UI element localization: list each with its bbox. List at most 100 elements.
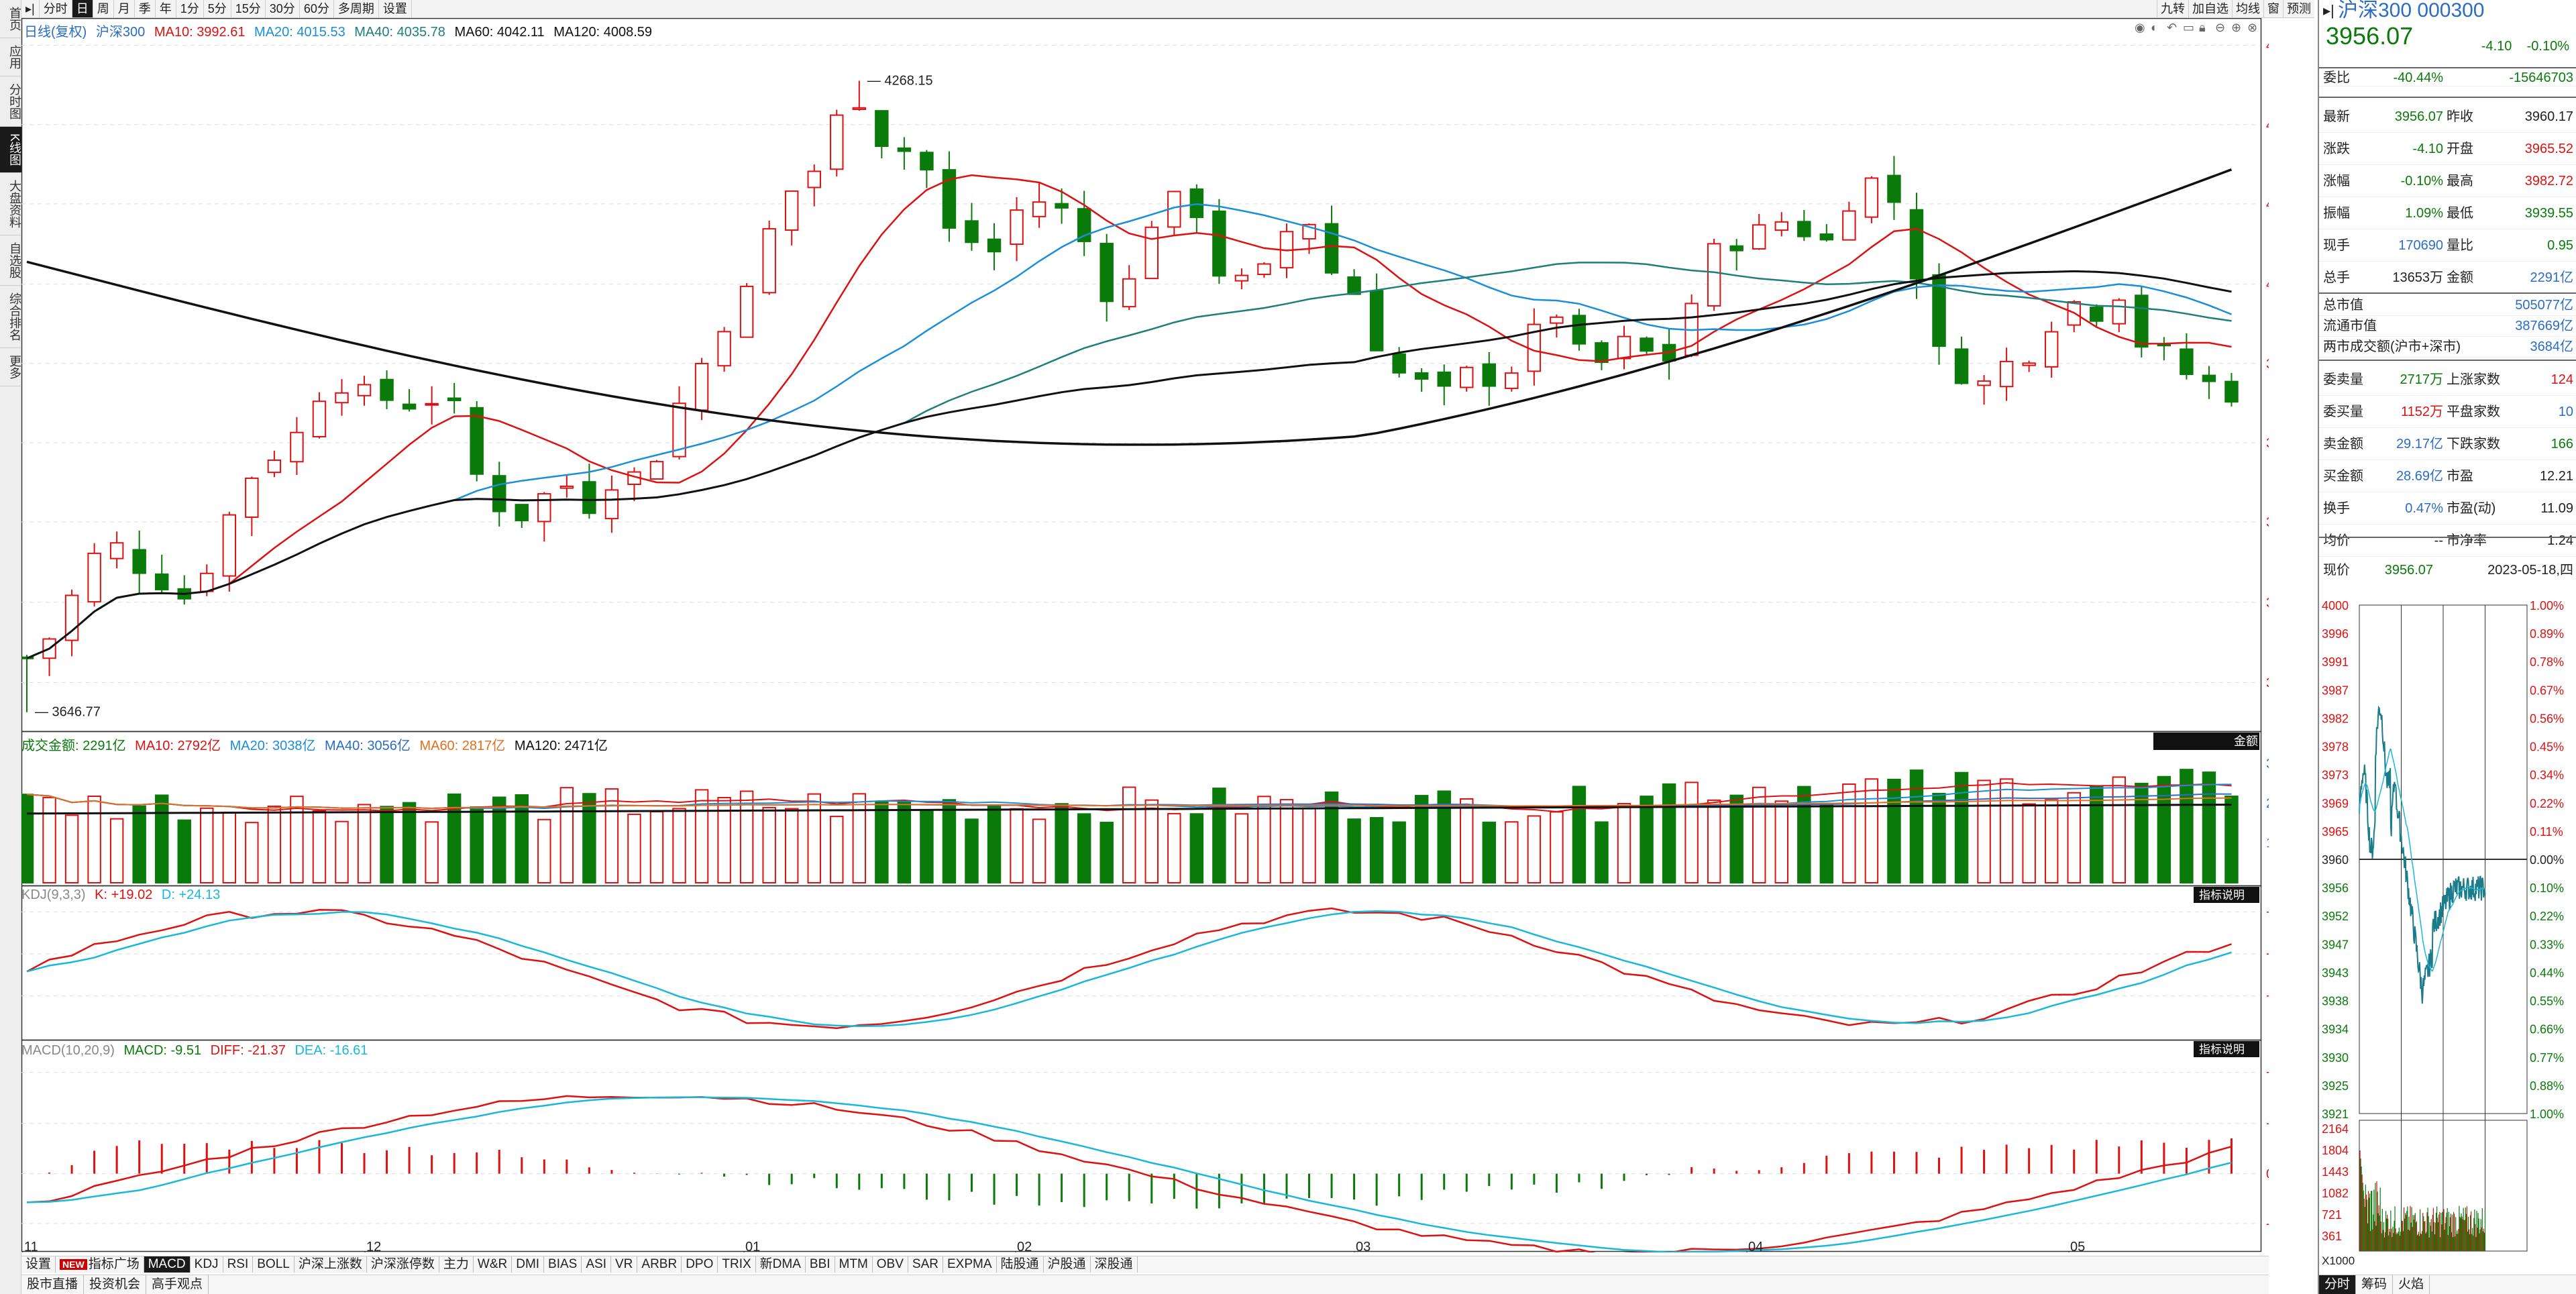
mini-tab-2[interactable]: 火焰 xyxy=(2393,1275,2430,1294)
left-tab-1[interactable]: 应用 xyxy=(0,38,21,76)
bottom-tab-0[interactable]: 股市直播 xyxy=(21,1275,85,1294)
toolbar-right-button-0[interactable]: 九转 xyxy=(2157,0,2188,17)
volume-bar xyxy=(1437,790,1451,884)
mini-price-tick: 3969 xyxy=(2322,797,2349,810)
chart-tool-icon[interactable]: ◉ xyxy=(2135,21,2145,34)
indicator-tab-21[interactable]: SAR xyxy=(908,1256,943,1273)
left-tab-6[interactable]: 综合排名 xyxy=(0,286,21,349)
quote-row: 换手 0.47% 市盈(动) 11.09 xyxy=(2319,492,2576,525)
indicator-tab-7[interactable]: 沪深涨停数 xyxy=(367,1256,439,1273)
chart-tool-icon[interactable]: ⊗ xyxy=(2247,21,2257,34)
candle-body xyxy=(942,169,957,229)
vol-ma60-line xyxy=(26,794,2232,810)
period-button-5[interactable]: 年 xyxy=(156,0,176,17)
indicator-tab-22[interactable]: EXPMA xyxy=(943,1256,997,1273)
row-value-2: 11.09 xyxy=(2540,501,2573,516)
kdj-badge[interactable] xyxy=(2194,887,2259,903)
volume-bar xyxy=(515,794,529,884)
left-tab-5[interactable]: 自选股 xyxy=(0,235,21,286)
period-button-9[interactable]: 30分 xyxy=(266,0,300,17)
kline-chart[interactable]: 4303 4225 4147 4068 3990 3912 3834 3755 3676 — 42… xyxy=(19,17,2308,1256)
indicator-tab-19[interactable]: MTM xyxy=(835,1256,873,1273)
intraday-chart[interactable]: 4000 1.00% 3996 0.89% 3991 0.78% 3987 0.67% 3982… xyxy=(2319,597,2576,1268)
period-button-1[interactable]: 日 xyxy=(72,0,93,17)
indicator-tab-24[interactable]: 沪股通 xyxy=(1044,1256,1091,1273)
quote-row: 现手 170690 量比 0.95 xyxy=(2319,229,2576,262)
toolbar-right-button-3[interactable]: 窗 xyxy=(2263,0,2283,17)
volume-bar xyxy=(2044,799,2059,883)
indicator-tab-3[interactable]: KDJ xyxy=(191,1256,223,1273)
indicator-tab-15[interactable]: DPO xyxy=(682,1256,718,1273)
indicator-tab-6[interactable]: 沪深上涨数 xyxy=(294,1256,367,1273)
macd-val: MACD: -9.51 xyxy=(123,1043,202,1058)
price-change: -4.10 -0.10% xyxy=(2481,39,2569,54)
row-label-2: 量比 xyxy=(2447,238,2473,253)
panel-toggle-icon[interactable]: ▸| xyxy=(2323,2,2334,19)
indicator-tab-16[interactable]: TRIX xyxy=(718,1256,756,1273)
indicator-tab-4[interactable]: RSI xyxy=(223,1256,254,1273)
mini-tab-1[interactable]: 筹码 xyxy=(2356,1275,2394,1294)
indicator-tab-0[interactable]: 设置 xyxy=(21,1256,56,1273)
left-tab-3[interactable]: K线图 xyxy=(0,127,21,174)
period-button-3[interactable]: 月 xyxy=(114,0,135,17)
chart-tool-icon[interactable]: ↶ xyxy=(2167,21,2177,34)
indicator-tab-1[interactable]: NEW 指标广场 xyxy=(56,1256,144,1273)
toolbar-right-button-2[interactable]: 均线 xyxy=(2232,0,2263,17)
indicator-tab-25[interactable]: 深股通 xyxy=(1091,1256,1138,1273)
chart-tool-icon[interactable]: ▭ xyxy=(2183,21,2194,34)
volume-bar xyxy=(694,789,709,883)
indicator-tab-14[interactable]: ARBR xyxy=(637,1256,682,1273)
candle-body xyxy=(1010,209,1024,246)
row-label-2: 金额 xyxy=(2447,270,2473,285)
indicator-tab-5[interactable]: BOLL xyxy=(253,1256,294,1273)
bottom-tab-2[interactable]: 高手观点 xyxy=(146,1275,209,1294)
bottom-tab-1[interactable]: 投资机会 xyxy=(84,1275,147,1294)
volume-badge[interactable] xyxy=(2153,733,2259,750)
period-button-4[interactable]: 季 xyxy=(135,0,156,17)
left-tab-7[interactable]: 更多 xyxy=(0,348,21,387)
indicator-tab-2[interactable]: MACD xyxy=(144,1256,191,1273)
indicator-tab-9[interactable]: W&R xyxy=(474,1256,513,1273)
left-arrow-icon[interactable]: ▸| xyxy=(21,0,40,17)
chart-tool-icon[interactable]: 🔒︎ xyxy=(2199,21,2206,34)
indicator-tab-11[interactable]: BIAS xyxy=(544,1256,582,1273)
period-button-8[interactable]: 15分 xyxy=(231,0,266,17)
candle-body xyxy=(312,400,327,437)
indicator-tab-18[interactable]: BBI xyxy=(806,1256,835,1273)
macd-diff: DIFF: -21.37 xyxy=(210,1043,286,1058)
indicator-tab-13[interactable]: VR xyxy=(611,1256,638,1273)
row-value: 3684亿 xyxy=(2530,339,2574,354)
indicator-tab-20[interactable]: OBV xyxy=(873,1256,908,1273)
volume-bar xyxy=(1347,818,1361,883)
period-button-6[interactable]: 1分 xyxy=(176,0,204,17)
candle-body xyxy=(1797,221,1811,237)
mini-vol-tick: 1443 xyxy=(2322,1165,2349,1179)
period-button-7[interactable]: 5分 xyxy=(204,0,231,17)
toolbar-right-button-1[interactable]: 加自选 xyxy=(2188,0,2232,17)
period-button-11[interactable]: 多周期 xyxy=(334,0,379,17)
indicator-tab-8[interactable]: 主力 xyxy=(439,1256,474,1273)
period-button-0[interactable]: 分时 xyxy=(40,0,72,17)
left-tab-2[interactable]: 分时图 xyxy=(0,76,21,127)
chart-tool-icon[interactable]: ⊖ xyxy=(2215,21,2225,34)
mini-pct-tick: 0.66% xyxy=(2530,1023,2564,1036)
candle-body xyxy=(380,378,394,401)
left-tab-4[interactable]: 大盘资料 xyxy=(0,173,21,236)
indicator-tab-17[interactable]: 新DMA xyxy=(756,1256,806,1273)
indicator-tab-12[interactable]: ASI xyxy=(582,1256,611,1273)
toolbar-right-button-4[interactable]: 预测 xyxy=(2283,0,2314,17)
period-button-12[interactable]: 设置 xyxy=(379,0,412,17)
chart-tool-icon[interactable]: ◐ xyxy=(2151,21,2158,34)
left-tab-0[interactable]: 首页 xyxy=(0,0,21,38)
vol-ma20: MA20: 3038亿 xyxy=(229,739,316,753)
indicator-tab-23[interactable]: 陆股通 xyxy=(997,1256,1044,1273)
volume-bars xyxy=(19,769,2239,884)
period-button-2[interactable]: 周 xyxy=(93,0,114,17)
macd-badge[interactable] xyxy=(2194,1041,2259,1057)
candle-body xyxy=(1774,221,1788,231)
period-button-10[interactable]: 60分 xyxy=(300,0,334,17)
indicator-tab-10[interactable]: DMI xyxy=(512,1256,545,1273)
volume-bar xyxy=(1572,786,1587,884)
chart-tool-icon[interactable]: ⊕ xyxy=(2231,21,2241,34)
mini-tab-0[interactable]: 分时 xyxy=(2319,1275,2357,1294)
